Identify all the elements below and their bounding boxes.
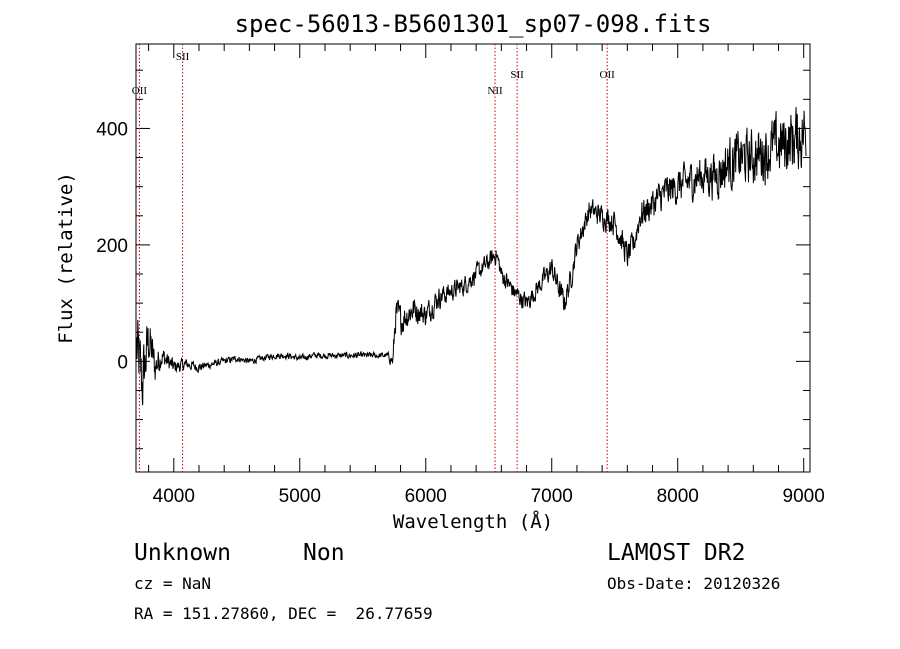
x-tick-label: 7000 — [531, 486, 573, 507]
emission-line-label: NII — [487, 85, 503, 97]
x-axis-label: Wavelength (Å) — [393, 510, 553, 533]
object-class: Unknown — [134, 540, 231, 566]
redshift-text: cz = NaN — [134, 574, 211, 593]
emission-line-label: SII — [510, 69, 524, 81]
x-tick-label: 5000 — [279, 486, 321, 507]
obs-date-text: Obs-Date: 20120326 — [607, 574, 780, 593]
spectrum-line — [136, 107, 807, 406]
x-tick-label: 8000 — [657, 486, 699, 507]
x-tick-label: 4000 — [153, 486, 195, 507]
x-tick-label: 6000 — [405, 486, 447, 507]
y-tick-label: 200 — [96, 236, 128, 257]
plot-frame — [135, 43, 811, 473]
survey-name: LAMOST DR2 — [607, 540, 745, 566]
emission-lines: OII SII NII SII OII — [132, 44, 615, 472]
y-axis-label: Flux (relative) — [55, 172, 77, 344]
emission-line-label: OII — [600, 69, 616, 81]
coordinates-text: RA = 151.27860, DEC = 26.77659 — [134, 604, 433, 623]
emission-line-label: SII — [176, 51, 190, 63]
axis-ticks: 4000 5000 6000 7000 8000 9000 0 200 400 — [96, 44, 825, 507]
y-tick-label: 400 — [96, 119, 128, 140]
object-subclass: Non — [303, 540, 345, 566]
x-tick-label: 9000 — [783, 486, 825, 507]
emission-line-label: OII — [132, 85, 148, 97]
y-tick-label: 0 — [117, 352, 128, 373]
chart-title: spec-56013-B5601301_sp07-098.fits — [235, 10, 712, 38]
